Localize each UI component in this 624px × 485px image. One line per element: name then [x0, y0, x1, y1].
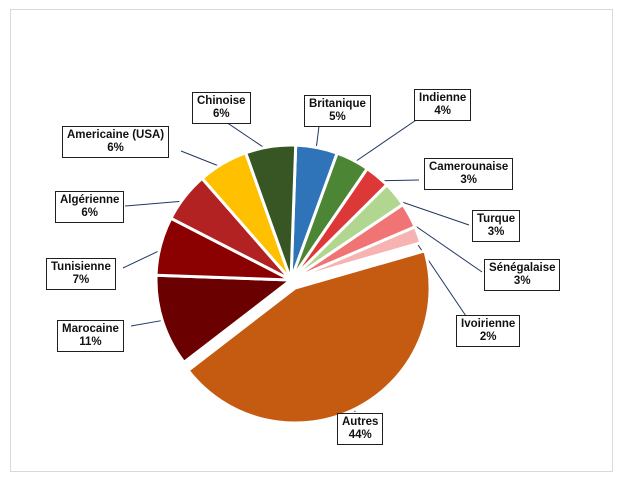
- label-indienne-value: 4%: [419, 105, 466, 118]
- label-turque: Turque 3%: [472, 210, 520, 242]
- label-americaine-value: 6%: [67, 142, 164, 155]
- pie-chart: [11, 10, 614, 473]
- label-britanique: Britanique 5%: [304, 95, 371, 127]
- label-marocaine: Marocaine 11%: [57, 320, 124, 352]
- label-marocaine-value: 11%: [62, 336, 119, 349]
- label-camerounaise-value: 3%: [429, 174, 508, 187]
- label-britanique-name: Britanique: [309, 98, 366, 111]
- label-algerienne: Algérienne 6%: [55, 191, 124, 223]
- label-indienne-name: Indienne: [419, 92, 466, 105]
- label-autres-name: Autres: [342, 416, 378, 429]
- label-camerounaise-name: Camerounaise: [429, 161, 508, 174]
- label-britanique-value: 5%: [309, 111, 366, 124]
- label-chinoise-name: Chinoise: [197, 95, 246, 108]
- label-tunisienne-value: 7%: [51, 274, 111, 287]
- label-camerounaise: Camerounaise 3%: [424, 158, 513, 190]
- label-algerienne-name: Algérienne: [60, 194, 119, 207]
- label-senegalaise-name: Sénégalaise: [489, 262, 555, 275]
- label-americaine-name: Americaine (USA): [67, 129, 164, 142]
- label-autres-value: 44%: [342, 429, 378, 442]
- label-indienne: Indienne 4%: [414, 89, 471, 121]
- label-chinoise-value: 6%: [197, 108, 246, 121]
- pie-slices: [156, 145, 430, 423]
- label-turque-value: 3%: [477, 226, 515, 239]
- label-tunisienne-name: Tunisienne: [51, 261, 111, 274]
- label-autres: Autres 44%: [337, 413, 383, 445]
- label-ivoirienne-value: 2%: [461, 331, 515, 344]
- label-turque-name: Turque: [477, 213, 515, 226]
- label-chinoise: Chinoise 6%: [192, 92, 251, 124]
- label-americaine: Americaine (USA) 6%: [62, 126, 169, 158]
- label-marocaine-name: Marocaine: [62, 323, 119, 336]
- label-ivoirienne-name: Ivoirienne: [461, 318, 515, 331]
- label-senegalaise-value: 3%: [489, 275, 555, 288]
- chart-area: Britanique 5% Indienne 4% Camerounaise 3…: [10, 9, 613, 472]
- label-senegalaise: Sénégalaise 3%: [484, 259, 560, 291]
- label-ivoirienne: Ivoirienne 2%: [456, 315, 520, 347]
- label-algerienne-value: 6%: [60, 207, 119, 220]
- label-tunisienne: Tunisienne 7%: [46, 258, 116, 290]
